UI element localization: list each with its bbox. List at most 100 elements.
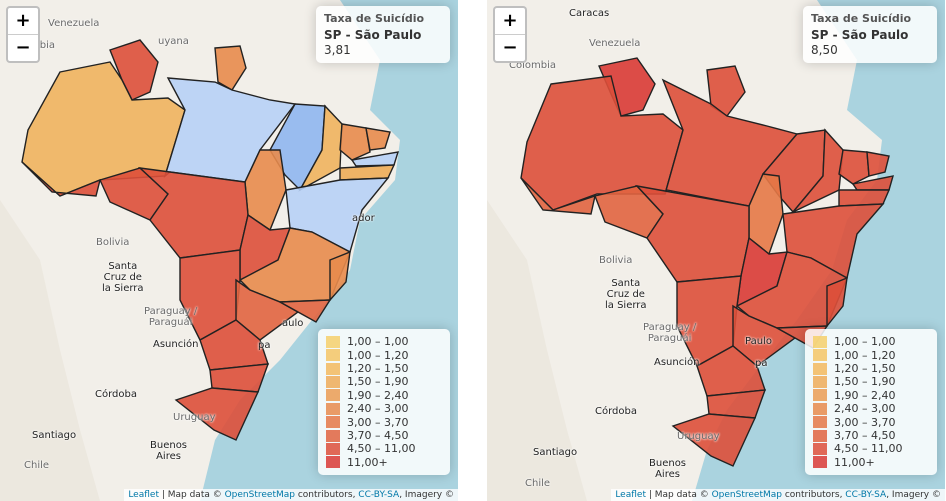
legend-swatch [326, 402, 340, 415]
zoom-out-button[interactable]: − [495, 34, 525, 61]
map-panel-right[interactable]: Caracas Venezuela Colombia Bolivia Santa… [487, 0, 945, 501]
legend-swatch [326, 362, 340, 375]
state-rs[interactable] [174, 387, 260, 441]
label-buenos-aires: Buenos Aires [150, 440, 188, 462]
legend-item: 1,00 – 1,00 [326, 335, 442, 348]
legend-item: 1,50 – 1,90 [326, 375, 442, 388]
legend-swatch [326, 335, 340, 348]
attribution-text: contributors, [294, 490, 359, 500]
legend-item: 1,90 – 2,40 [813, 389, 929, 402]
leaflet-link[interactable]: Leaflet [615, 490, 646, 500]
legend-label: 2,40 – 3,00 [347, 402, 409, 416]
legend-item: 1,00 – 1,00 [813, 335, 929, 348]
legend-item: 1,90 – 2,40 [326, 389, 442, 402]
legend-label: 2,40 – 3,00 [834, 402, 896, 416]
label-venezuela: Venezuela [589, 38, 641, 49]
state-amapa[interactable] [214, 45, 247, 91]
state-acre[interactable] [21, 161, 102, 197]
leaflet-link[interactable]: Leaflet [128, 490, 159, 500]
legend-swatch [813, 335, 827, 348]
map-panel-left[interactable]: Venezuela uyana mbia Bolivia Santa Cruz … [0, 0, 458, 501]
label-uruguay: Uruguay [677, 431, 720, 442]
zoom-control: + − [6, 6, 40, 63]
label-sao-paulo-partial: aulo [282, 318, 304, 329]
legend-item: 11,00+ [326, 456, 442, 469]
legend-label: 1,90 – 2,40 [834, 388, 896, 402]
label-venezuela: Venezuela [48, 18, 100, 29]
label-asuncion: Asunción [153, 339, 199, 350]
state-ceara[interactable] [838, 149, 870, 185]
info-value: 8,50 [811, 43, 838, 57]
osm-link[interactable]: OpenStreetMap [711, 490, 782, 500]
legend-swatch [813, 442, 827, 455]
legend: 1,00 – 1,00 1,00 – 1,20 1,20 – 1,50 1,50 – … [805, 329, 937, 475]
legend-label: 1,50 – 1,90 [834, 375, 896, 389]
state-amapa[interactable] [706, 65, 746, 117]
attribution-text: , Imagery © [399, 490, 454, 500]
state-rn[interactable] [866, 151, 890, 177]
state-es[interactable] [826, 276, 848, 328]
legend-item: 4,50 – 11,00 [813, 442, 929, 455]
label-buenos-aires: Buenos Aires [649, 458, 687, 480]
label-asuncion: Asunción [654, 357, 700, 368]
legend-item: 4,50 – 11,00 [326, 442, 442, 455]
legend-label: 3,70 – 4,50 [834, 429, 896, 443]
legend-item: 1,50 – 1,90 [813, 375, 929, 388]
map-canvas-left[interactable] [0, 0, 458, 501]
state-pr[interactable] [696, 345, 766, 397]
legend-label: 11,00+ [834, 455, 875, 469]
legend-label: 1,00 – 1,20 [347, 348, 409, 362]
legend: 1,00 – 1,00 1,00 – 1,20 1,20 – 1,50 1,50 – … [318, 329, 450, 475]
legend-item: 2,40 – 3,00 [813, 402, 929, 415]
state-acre[interactable] [520, 177, 596, 215]
legend-swatch [326, 429, 340, 442]
state-piaui[interactable] [298, 104, 343, 192]
legend-item: 1,00 – 1,20 [326, 348, 442, 362]
zoom-in-button[interactable]: + [15, 10, 31, 31]
attribution-text: contributors, [781, 490, 846, 500]
legend-item: 3,70 – 4,50 [813, 429, 929, 442]
label-chile: Chile [24, 460, 50, 471]
legend-label: 11,00+ [347, 455, 388, 469]
license-link[interactable]: CC-BY-SA [845, 490, 887, 500]
legend-swatch [326, 349, 340, 362]
legend-swatch [813, 402, 827, 415]
osm-link[interactable]: OpenStreetMap [224, 490, 295, 500]
label-santiago: Santiago [32, 430, 77, 441]
state-es[interactable] [329, 250, 351, 302]
legend-label: 4,50 – 11,00 [834, 442, 903, 456]
legend-swatch [813, 389, 827, 402]
info-value: 3,81 [324, 43, 351, 57]
label-uruguay: Uruguay [173, 412, 216, 423]
states-left [21, 39, 400, 441]
state-rj[interactable] [277, 299, 332, 323]
label-bolivia: Bolivia [599, 255, 633, 266]
label-bolivia: Bolivia [96, 237, 130, 248]
label-sao-paulo: Paulo [745, 336, 772, 347]
label-curitiba-partial: pa [755, 358, 768, 369]
legend-item: 3,00 – 3,70 [326, 415, 442, 429]
state-piaui[interactable] [792, 128, 844, 213]
state-rs[interactable] [671, 413, 757, 467]
info-box: Taxa de Suicídio SP - São Paulo 8,50 [803, 6, 937, 63]
legend-item: 3,70 – 4,50 [326, 429, 442, 442]
license-link[interactable]: CC-BY-SA [358, 490, 400, 500]
zoom-out-button[interactable]: − [8, 34, 38, 61]
legend-swatch [813, 349, 827, 362]
label-guyana: uyana [158, 36, 189, 47]
zoom-in-button[interactable]: + [502, 10, 518, 31]
legend-item: 1,00 – 1,20 [813, 348, 929, 362]
map-canvas-right[interactable] [487, 0, 945, 501]
legend-label: 1,20 – 1,50 [834, 362, 896, 376]
info-state: SP - São Paulo [324, 28, 422, 42]
land-andes [487, 200, 587, 501]
legend-label: 3,00 – 3,70 [834, 415, 896, 429]
state-ceara[interactable] [339, 123, 371, 161]
state-pr[interactable] [199, 319, 269, 371]
legend-label: 3,00 – 3,70 [347, 415, 409, 429]
legend-item: 2,40 – 3,00 [326, 402, 442, 415]
label-curitiba-partial: pa [258, 340, 271, 351]
legend-label: 1,90 – 2,40 [347, 388, 409, 402]
state-rn[interactable] [365, 127, 391, 151]
legend-label: 3,70 – 4,50 [347, 429, 409, 443]
